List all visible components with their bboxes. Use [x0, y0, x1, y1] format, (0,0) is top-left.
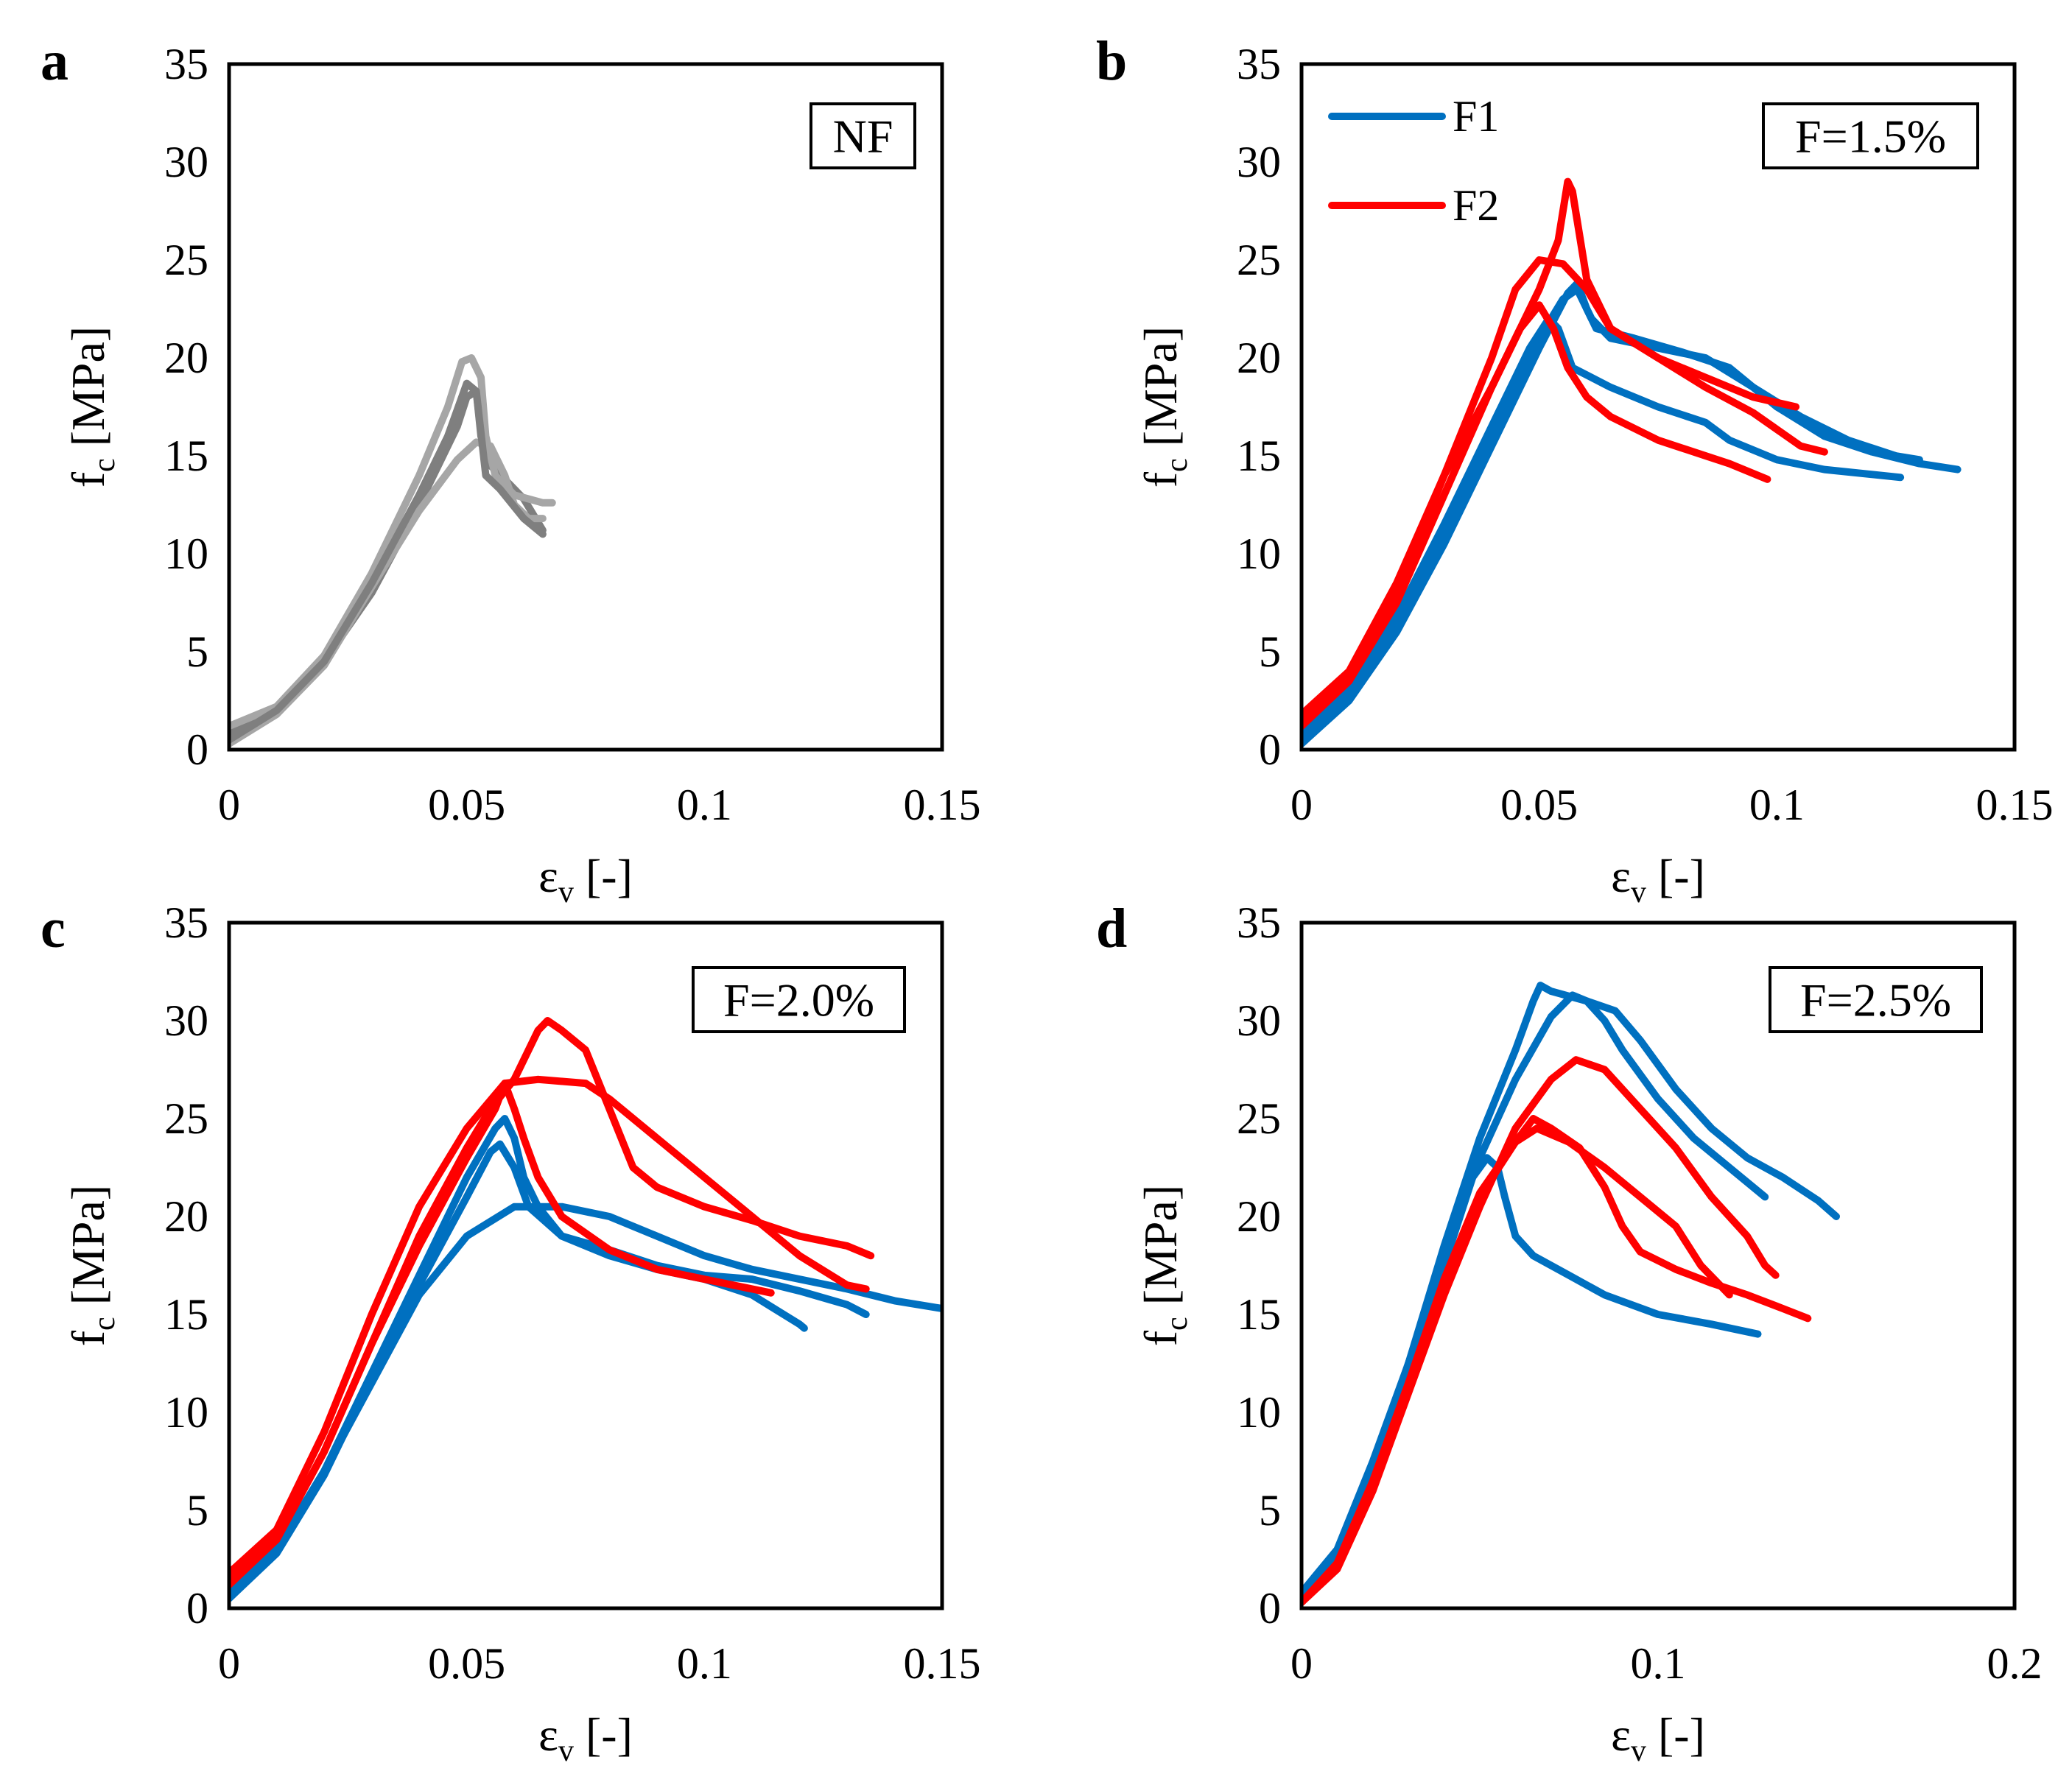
x-tick-label: 0.15 [904, 1639, 981, 1688]
plot-area-frame [227, 920, 944, 1610]
x-tick-label: 0 [218, 1639, 240, 1688]
plot-area-frame [1299, 62, 2017, 752]
y-tick-label: 25 [164, 1094, 208, 1143]
series-line-f1-1 [1302, 279, 1962, 747]
y-tick-label: 20 [164, 334, 208, 382]
condition-label-box [810, 102, 916, 169]
x-tick-label: 0.05 [1500, 781, 1578, 829]
chart-panel-d: 0 5 10 15 20 25 30 35 0 0.1 0.2 εv [-] fc [MPa] d F=2.… [1096, 898, 2043, 1768]
series-group [229, 1017, 942, 1602]
x-tick-label: 0.15 [1976, 781, 2054, 829]
y-tick-label: 0 [1259, 1584, 1281, 1633]
y-tick-label: 30 [164, 996, 208, 1045]
y-axis-label: fc [MPa] [62, 1185, 122, 1347]
legend-label-f1: F1 [1453, 92, 1499, 141]
series-line-f2-3 [229, 1080, 775, 1589]
x-axis-label: εv [-] [1611, 1708, 1705, 1768]
condition-label: NF [833, 110, 893, 163]
series-line-f2-1 [1302, 177, 1800, 725]
chart-panel-b: 0 5 10 15 20 25 30 35 0 0.05 0.1 0.15 εv [-] fc [MPa]… [1096, 30, 2054, 909]
x-tick-label: 0.05 [428, 1639, 505, 1688]
series-line-f2-2 [1302, 1115, 1812, 1606]
y-axis-label: fc [MPa] [1134, 1185, 1194, 1347]
series-group [1302, 177, 1962, 747]
x-axis-label: εv [-] [538, 850, 633, 909]
y-tick-label: 30 [1237, 996, 1281, 1045]
y-tick-label: 0 [1259, 725, 1281, 774]
y-tick-label: 5 [1259, 1486, 1281, 1535]
series-line-f2-2 [229, 1017, 875, 1583]
series-line-f1-2 [1302, 285, 1923, 744]
series-group [1302, 982, 1840, 1606]
y-tick-label: 15 [164, 432, 208, 480]
x-axis-label: εv [-] [1611, 850, 1705, 909]
plot-area-frame [227, 62, 944, 752]
panel-label-c: c [41, 898, 66, 960]
panel-label-b: b [1096, 30, 1127, 92]
y-axis-label: fc [MPa] [1134, 326, 1194, 488]
panel-label-a: a [41, 30, 69, 92]
legend: F1 F2 [1328, 92, 1499, 230]
plot-area-frame [1299, 920, 2017, 1610]
chart-panel-c: 0 5 10 15 20 25 30 35 0 0.05 0.1 0.15 εv [-] fc [MPa]… [41, 898, 981, 1768]
y-tick-label: 0 [186, 725, 208, 774]
series-line-f1-2 [1302, 982, 1840, 1602]
y-tick-label: 25 [1237, 236, 1281, 284]
y-tick-label: 35 [1237, 40, 1281, 88]
y-tick-label: 15 [164, 1290, 208, 1339]
y-tick-label: 30 [1237, 138, 1281, 186]
chart-panel-a: 0 5 10 15 20 25 30 35 0 0.05 0.1 0.15 εv [-] fc [MPa]… [41, 30, 981, 909]
series-line-f1-3 [229, 1140, 870, 1602]
series-line-f2-3 [1302, 301, 1771, 719]
x-tick-label: 0.2 [1987, 1639, 2043, 1688]
series-line-f2-3 [1302, 1124, 1733, 1606]
y-tick-label: 15 [1237, 1290, 1281, 1339]
y-tick-label: 35 [1237, 898, 1281, 947]
series-line-f1-1 [1302, 1154, 1762, 1596]
y-tick-label: 25 [164, 236, 208, 284]
x-tick-label: 0.1 [677, 1639, 732, 1688]
condition-label: F=1.5% [1795, 110, 1946, 163]
y-tick-label: 15 [1237, 432, 1281, 480]
series-line-f1-3 [1302, 991, 1769, 1606]
y-tick-label: 5 [186, 1486, 208, 1535]
x-axis-label: εv [-] [538, 1708, 633, 1768]
series-line-f1-3 [1302, 314, 1905, 738]
y-tick-label: 35 [164, 898, 208, 947]
y-tick-label: 25 [1237, 1094, 1281, 1143]
y-tick-label: 0 [186, 1584, 208, 1633]
x-tick-label: 0.15 [904, 781, 981, 829]
y-tick-label: 20 [164, 1192, 208, 1241]
y-tick-label: 5 [1259, 627, 1281, 676]
y-tick-label: 5 [186, 627, 208, 676]
x-tick-label: 0 [1290, 781, 1313, 829]
series-line-nf-4 [229, 379, 547, 744]
y-tick-label: 20 [1237, 334, 1281, 382]
y-tick-label: 10 [1237, 529, 1281, 578]
x-tick-label: 0.1 [1631, 1639, 1686, 1688]
y-tick-label: 20 [1237, 1192, 1281, 1241]
y-tick-label: 30 [164, 138, 208, 186]
x-tick-label: 0 [1290, 1639, 1313, 1688]
y-tick-label: 10 [164, 529, 208, 578]
series-line-f2-1 [1302, 1056, 1780, 1606]
condition-label: F=2.0% [723, 974, 874, 1027]
series-group [229, 354, 556, 747]
condition-label-box [1762, 102, 1979, 169]
condition-label-box [1769, 966, 1983, 1033]
condition-label-box [692, 966, 906, 1033]
y-tick-label: 10 [1237, 1388, 1281, 1437]
legend-label-f2: F2 [1453, 181, 1499, 230]
y-axis-label: fc [MPa] [62, 326, 122, 488]
x-tick-label: 0.1 [1749, 781, 1805, 829]
condition-label: F=2.5% [1800, 974, 1951, 1027]
panel-label-d: d [1096, 898, 1127, 960]
x-tick-label: 0 [218, 781, 240, 829]
x-tick-label: 0.1 [677, 781, 732, 829]
series-line-f2-1 [229, 1075, 870, 1577]
y-tick-label: 10 [164, 1388, 208, 1437]
x-tick-label: 0.05 [428, 781, 505, 829]
y-tick-label: 35 [164, 40, 208, 88]
